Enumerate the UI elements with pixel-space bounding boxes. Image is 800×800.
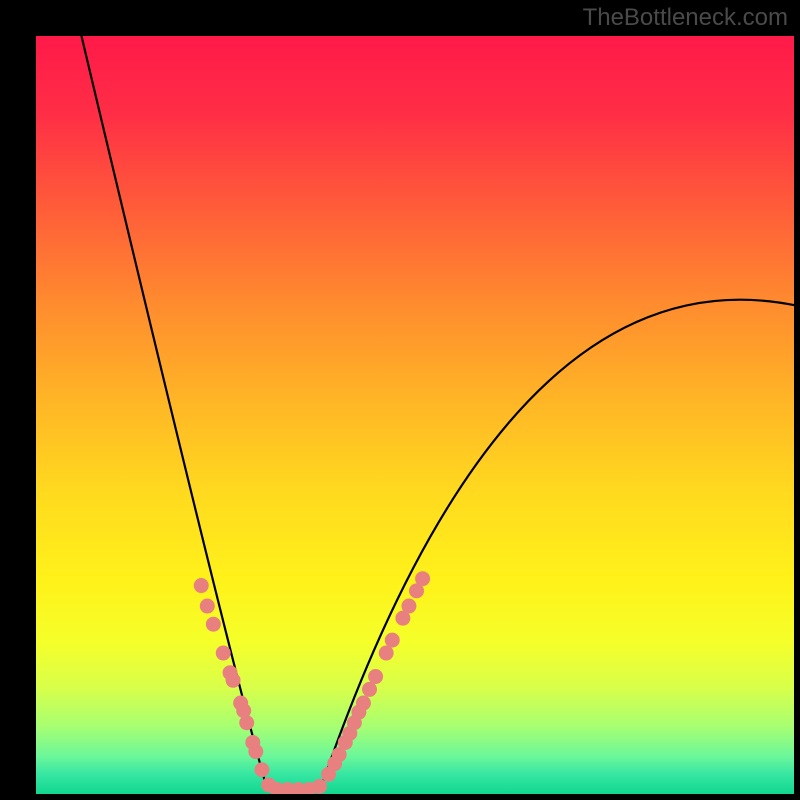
data-marker	[385, 633, 399, 647]
data-marker	[216, 646, 230, 660]
data-marker	[226, 673, 240, 687]
data-marker	[369, 670, 383, 684]
plot-area	[36, 36, 794, 794]
data-marker	[363, 682, 377, 696]
watermark-text: TheBottleneck.com	[583, 4, 788, 32]
data-marker	[194, 579, 208, 593]
data-marker	[312, 779, 326, 793]
bottleneck-curve	[81, 36, 794, 789]
data-marker	[356, 696, 370, 710]
data-marker	[200, 599, 214, 613]
data-marker	[240, 716, 254, 730]
data-marker	[416, 572, 430, 586]
data-marker	[379, 646, 393, 660]
data-marker	[255, 763, 269, 777]
data-marker	[402, 599, 416, 613]
data-marker	[249, 745, 263, 759]
chart-svg	[36, 36, 794, 794]
stage: TheBottleneck.com	[0, 0, 800, 800]
data-marker	[206, 617, 220, 631]
